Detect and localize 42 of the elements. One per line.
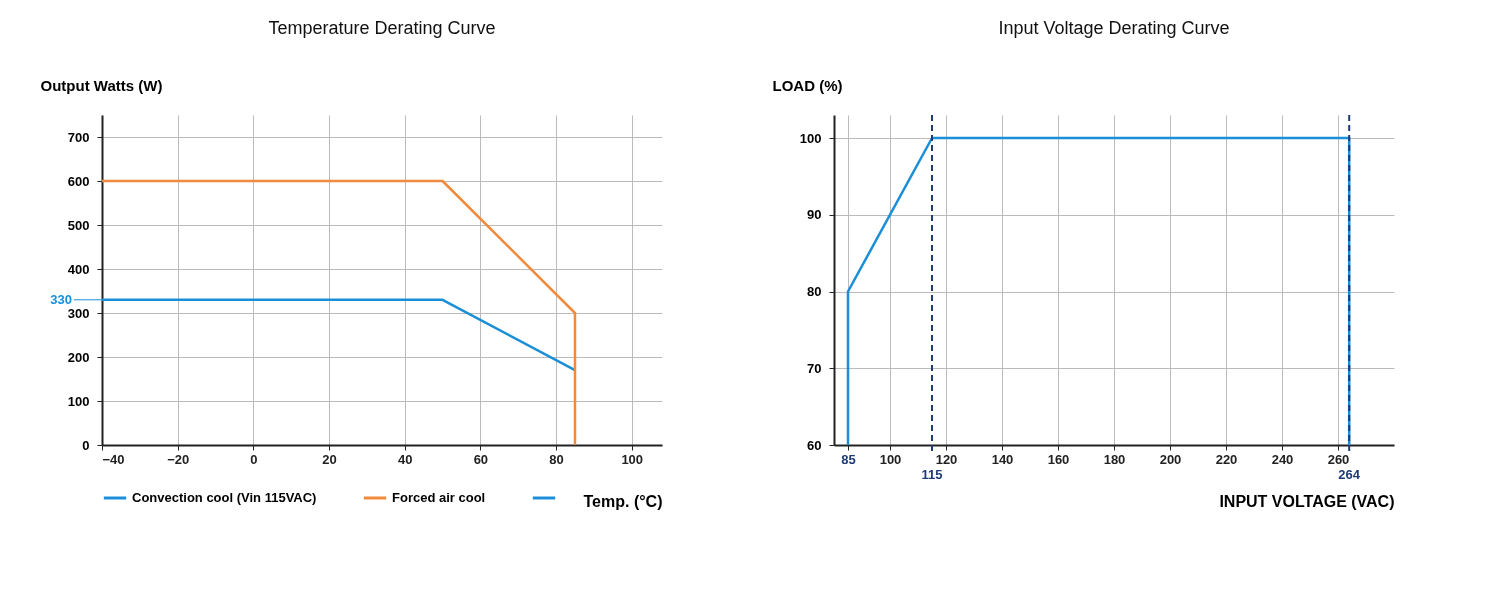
x-tick-label: 85 (841, 451, 856, 467)
y-tick-label: 200 (67, 349, 90, 365)
y-tick-label: 100 (799, 130, 822, 146)
x-tick-label: 140 (991, 451, 1014, 467)
x-axis-title: INPUT VOLTAGE (VAC) (1219, 492, 1395, 510)
ref-line-label: 330 (50, 291, 72, 307)
x-tick-label: 220 (1215, 451, 1238, 467)
y-tick-label: 0 (82, 437, 90, 453)
x-tick-label: 180 (1103, 451, 1126, 467)
x-tick-label: −20 (167, 451, 190, 467)
y-tick-label: 60 (807, 437, 822, 453)
x-tick-label: 260 (1327, 451, 1350, 467)
y-tick-label: 70 (807, 360, 822, 376)
x-tick-label: 20 (322, 451, 337, 467)
y-tick-label: 80 (807, 284, 822, 300)
x-tick-label: −40 (102, 451, 125, 467)
legend-label: Convection cool (Vin 115VAC) (132, 490, 317, 505)
x-tick-label: 100 (879, 451, 902, 467)
ref-line-label: 115 (921, 467, 943, 482)
y-tick-label: 300 (67, 305, 90, 321)
y-tick-label: 100 (67, 393, 90, 409)
legend-label: Forced air cool (392, 490, 486, 505)
y-tick-label: 90 (807, 207, 822, 223)
x-tick-label: 40 (397, 451, 413, 467)
y-tick-label: 400 (67, 261, 90, 277)
chart-title: Temperature Derating Curve (268, 18, 496, 38)
x-tick-label: 0 (250, 451, 258, 467)
x-tick-label: 160 (1047, 451, 1070, 467)
chart-title: Input Voltage Derating Curve (998, 18, 1230, 38)
y-axis-title: LOAD (%) (772, 76, 843, 94)
y-tick-label: 500 (67, 217, 90, 233)
x-tick-label: 60 (473, 451, 489, 467)
x-tick-label: 120 (935, 451, 958, 467)
y-tick-label: 700 (67, 129, 90, 145)
x-axis-title: Temp. (°C) (583, 492, 663, 510)
y-tick-label: 600 (67, 173, 90, 189)
ref-line-label: 264 (1338, 467, 1361, 482)
x-tick-label: 200 (1159, 451, 1182, 467)
x-tick-label: 240 (1271, 451, 1294, 467)
x-tick-label: 100 (621, 451, 644, 467)
x-tick-label: 80 (549, 451, 564, 467)
y-axis-title: Output Watts (W) (40, 76, 163, 94)
